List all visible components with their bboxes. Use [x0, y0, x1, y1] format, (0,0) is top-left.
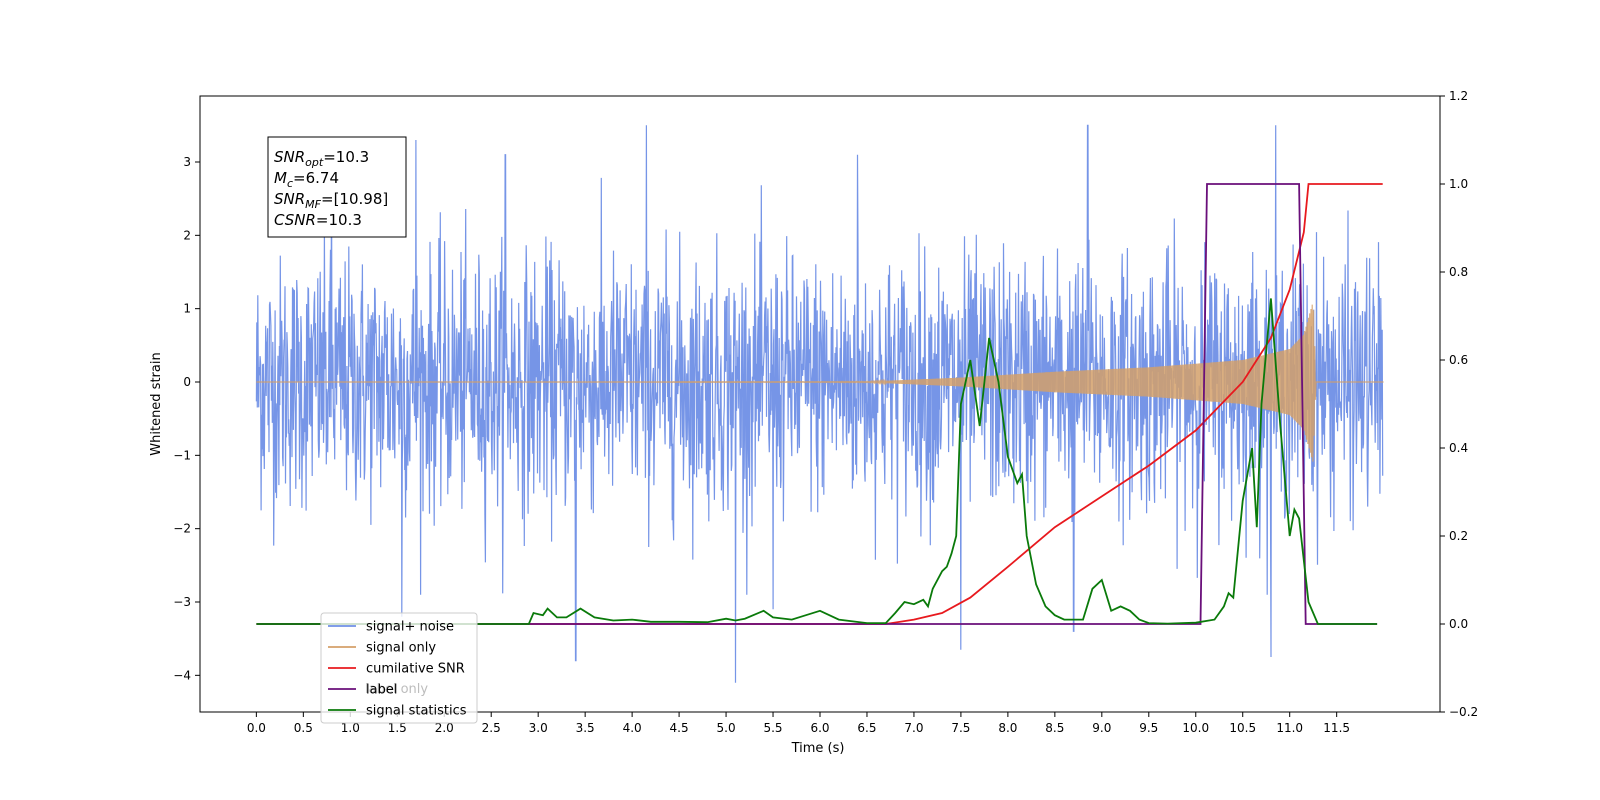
- x-tick-label: 7.0: [904, 721, 923, 735]
- x-tick-label: 0.5: [294, 721, 313, 735]
- x-tick-label: 10.0: [1182, 721, 1209, 735]
- y-tick-label: −2: [173, 522, 191, 536]
- x-tick-label: 3.0: [529, 721, 548, 735]
- y-tick-label: −3: [173, 595, 191, 609]
- x-tick-label: 6.5: [857, 721, 876, 735]
- x-tick-label: 9.0: [1092, 721, 1111, 735]
- x-tick-label: 8.5: [1045, 721, 1064, 735]
- x-tick-label: 7.5: [951, 721, 970, 735]
- y-tick-label: 2: [183, 228, 191, 242]
- x-axis-label: Time (s): [791, 741, 845, 756]
- y2-tick-label: −0.2: [1449, 705, 1478, 719]
- annotation-frame: [267, 136, 407, 238]
- legend-frame: [320, 612, 478, 724]
- x-tick-label: 6.0: [810, 721, 829, 735]
- y2-tick-label: 0.8: [1449, 265, 1468, 279]
- x-tick-label: 1.5: [388, 721, 407, 735]
- x-tick-label: 1.0: [341, 721, 360, 735]
- legend-label: cumilative SNR: [366, 662, 465, 677]
- signal-noise-line: [255, 124, 1384, 683]
- y-tick-label: 1: [183, 302, 191, 316]
- annotation-line: Mc=6.74: [274, 169, 339, 190]
- axes: 0.0 0.5 1.0 1.5 2.0 2.5 3.0 3.5 4.0 4.5 5.0 5.5 6.0 6…: [173, 89, 1478, 735]
- y2-tick-label: 0.2: [1449, 529, 1468, 543]
- x-tick-label: 9.5: [1139, 721, 1158, 735]
- y2-tick-label: 0.6: [1449, 353, 1468, 367]
- y2-tick-label: 0.4: [1449, 441, 1468, 455]
- x-tick-label: 11.5: [1323, 721, 1350, 735]
- y-tick-label: −4: [173, 668, 191, 682]
- y-tick-label: −1: [173, 448, 191, 462]
- signal-only-line: [256, 304, 1384, 462]
- y-tick-label: 0: [183, 375, 191, 389]
- x-tick-label: 5.0: [717, 721, 736, 735]
- x-tick-label: 3.5: [576, 721, 595, 735]
- x-tick-label: 0.0: [247, 721, 266, 735]
- signal-only-series: [256, 304, 1384, 462]
- x-tick-label: 10.5: [1229, 721, 1256, 735]
- y2-tick-label: 1.0: [1449, 177, 1468, 191]
- legend-label: label: [366, 683, 397, 698]
- right-axis-series: [256, 183, 1383, 625]
- x-tick-label: 5.5: [763, 721, 782, 735]
- legend-label: signal+ noise: [366, 620, 454, 635]
- legend-label: signal only: [366, 641, 436, 656]
- legend: label only signal+ noise signal only cumila…: [320, 612, 478, 724]
- legend-label: signal statistics: [366, 704, 467, 719]
- x-tick-label: 2.0: [435, 721, 454, 735]
- x-tick-label: 8.0: [998, 721, 1017, 735]
- y-tick-label: 3: [183, 155, 191, 169]
- legend-overlap-text: label only: [365, 682, 428, 697]
- annotation-line: SNRMF=[10.98]: [274, 190, 388, 211]
- x-tick-label: 4.0: [623, 721, 642, 735]
- signal-noise-series: [255, 124, 1384, 683]
- annotation-line: SNRopt=10.3: [274, 148, 369, 169]
- y2-tick-label: 1.2: [1449, 89, 1468, 103]
- x-tick-label: 2.5: [482, 721, 501, 735]
- x-tick-label: 11.0: [1276, 721, 1303, 735]
- y2-tick-label: 0.0: [1449, 617, 1468, 631]
- y-axis-label: Whitened strain: [149, 352, 164, 455]
- cumilative-snr-line: [256, 183, 1383, 625]
- annotation-line: CSNR=10.3: [274, 211, 362, 229]
- x-tick-label: 4.5: [670, 721, 689, 735]
- signal-statistics-line: [256, 298, 1378, 625]
